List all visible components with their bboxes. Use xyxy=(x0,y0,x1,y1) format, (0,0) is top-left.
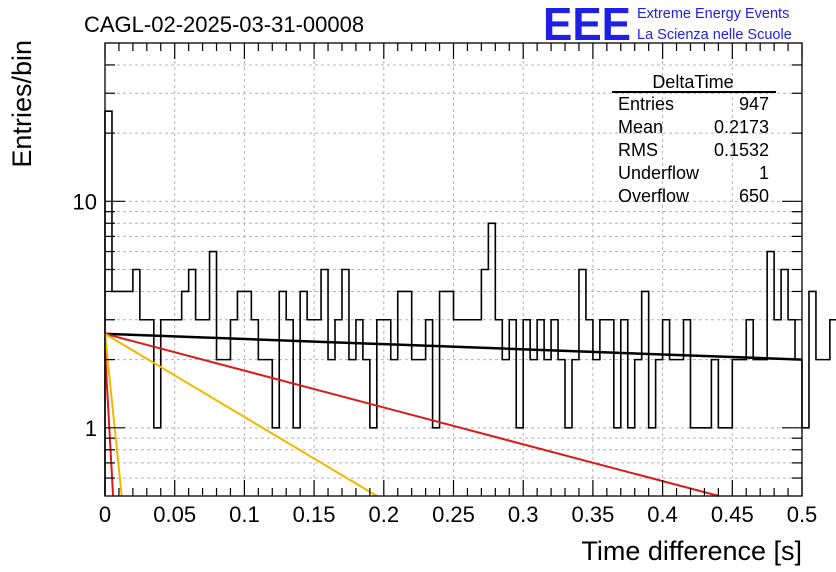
org-subtitle: La Scienza nelle Scuole xyxy=(637,27,792,43)
stats-row-label: Overflow xyxy=(618,186,690,206)
x-tick-label: 0.4 xyxy=(647,502,678,527)
org-name: Extreme Energy Events xyxy=(637,6,789,22)
stats-row-value: 0.1532 xyxy=(714,140,769,160)
fit-curve-3 xyxy=(104,332,378,497)
x-tick-label: 0.1 xyxy=(229,502,260,527)
x-tick-label: 0.5 xyxy=(787,502,818,527)
x-tick-label: 0.2 xyxy=(369,502,400,527)
tick-labels: 0 0.05 0.1 0.15 0.2 0.25 0.3 0.35 0.4 0.45 0.5 1 10 xyxy=(73,189,818,527)
y-axis-label: Entries/bin xyxy=(7,40,37,168)
stats-row-label: Mean xyxy=(618,117,663,137)
x-tick-label: 0.45 xyxy=(711,502,754,527)
stats-row-label: RMS xyxy=(618,140,658,160)
stats-box: DeltaTime Entries 947 Mean 0.2173 RMS 0.1532 U… xyxy=(612,72,776,206)
eee-logo: EEE xyxy=(543,0,631,50)
stats-row-value: 650 xyxy=(739,186,769,206)
y-tick-label: 1 xyxy=(85,416,97,441)
fit-curves xyxy=(104,332,803,497)
stats-row-label: Underflow xyxy=(618,163,700,183)
fit-curve-2 xyxy=(104,332,720,497)
stats-row-value: 0.2173 xyxy=(714,117,769,137)
axis-ticks xyxy=(104,43,803,496)
x-tick-label: 0.25 xyxy=(432,502,475,527)
x-tick-label: 0.3 xyxy=(508,502,539,527)
fit-curve-5 xyxy=(104,350,115,497)
x-tick-label: 0 xyxy=(99,502,111,527)
grid-lines xyxy=(105,43,802,496)
x-tick-label: 0.35 xyxy=(571,502,614,527)
x-axis-label: Time difference [s] xyxy=(581,536,802,566)
stats-box-title: DeltaTime xyxy=(652,72,733,92)
chart-title: CAGL-02-2025-03-31-00008 xyxy=(84,12,364,37)
y-tick-label: 10 xyxy=(73,189,97,214)
fit-curve-1 xyxy=(104,332,803,361)
x-tick-label: 0.15 xyxy=(293,502,336,527)
stats-row-value: 1 xyxy=(759,163,769,183)
stats-row-value: 947 xyxy=(739,94,769,114)
fit-curve-4 xyxy=(104,333,123,497)
stats-row-label: Entries xyxy=(618,94,674,114)
x-tick-label: 0.05 xyxy=(153,502,196,527)
